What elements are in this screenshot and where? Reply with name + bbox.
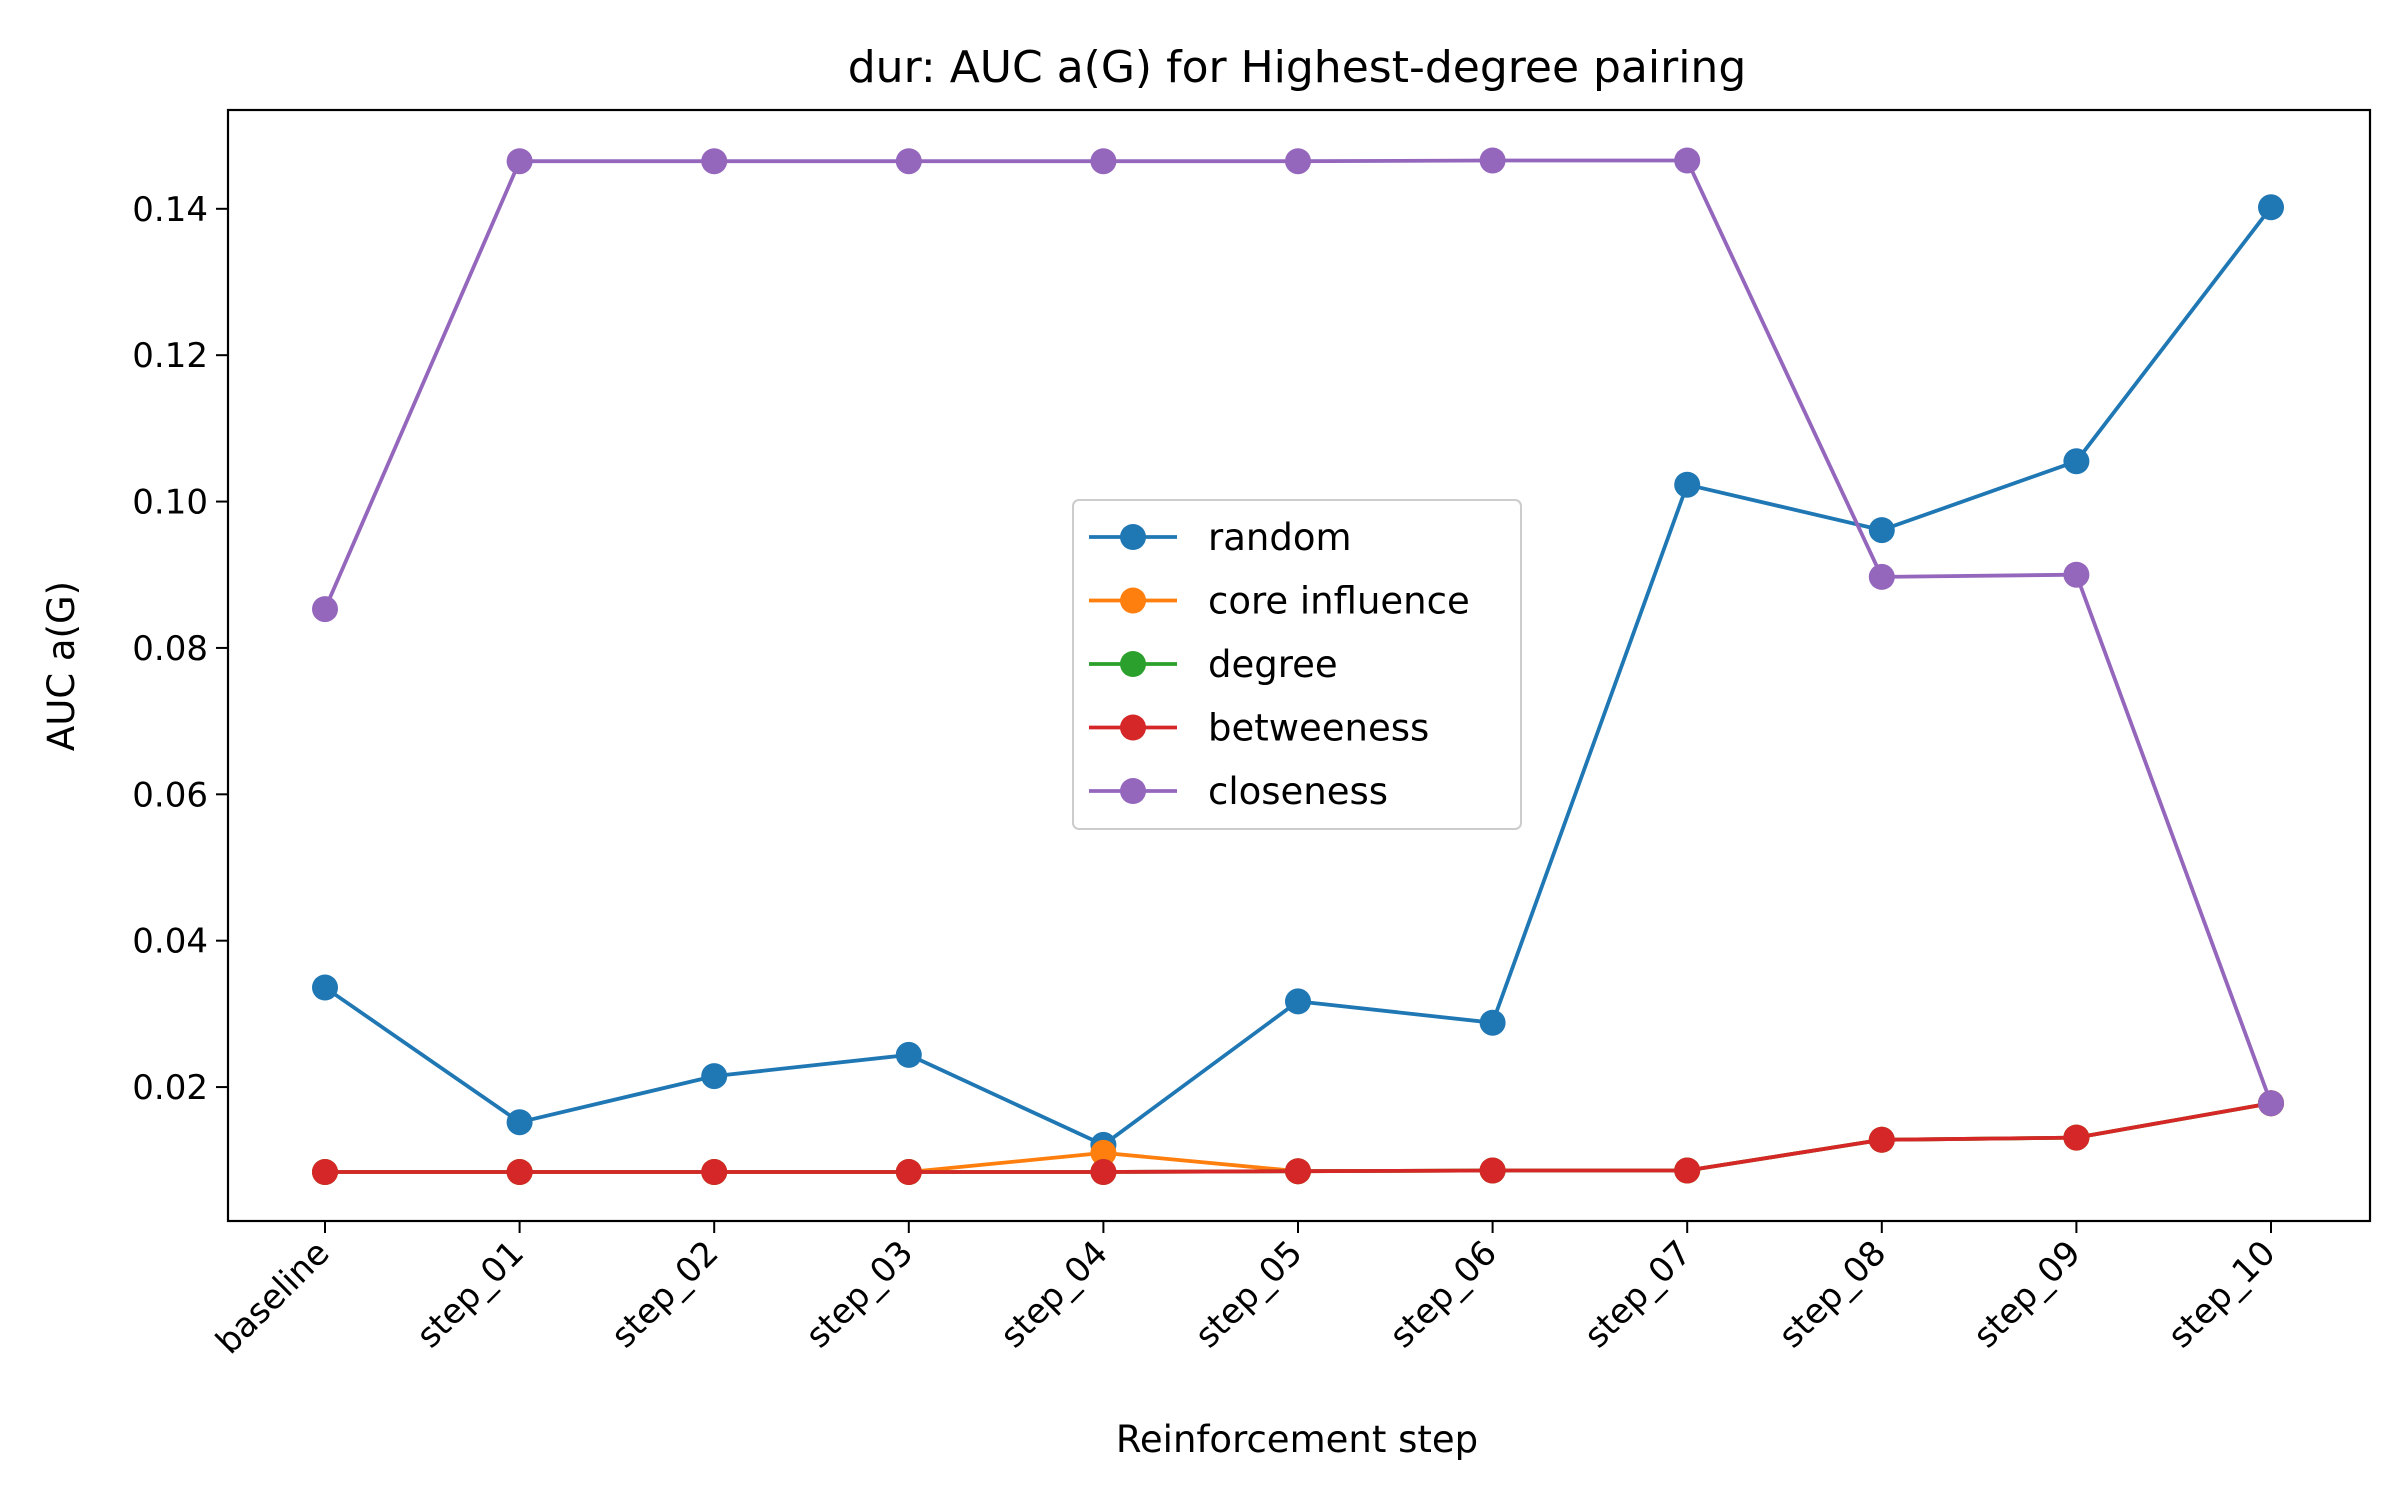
data-point [1285,1158,1311,1185]
y-axis-title: AUC a(G) [40,581,83,751]
data-point [1674,147,1701,174]
data-point [1868,517,1895,544]
data-point [895,1159,922,1185]
x-tick-label: step_06 [1382,1233,1505,1356]
legend-label: closeness [1208,770,1388,813]
data-point [506,1159,533,1185]
legend-entry: core influence [1089,580,1470,623]
legend-entry: random [1089,516,1352,559]
x-tick-label: step_07 [1577,1233,1700,1356]
y-tick-label: 0.04 [132,922,208,962]
legend-marker [1120,587,1146,614]
series-closeness [312,147,2284,1117]
data-point [2063,448,2090,475]
data-point [1090,1159,1117,1185]
data-point [2258,1090,2284,1117]
data-point [1479,1009,1506,1036]
chart-title: dur: AUC a(G) for Highest-degree pairing [848,42,1747,93]
legend-label: betweeness [1208,707,1429,750]
legend-label: core influence [1208,580,1470,623]
data-point [1090,1139,1117,1166]
data-point [1479,1157,1506,1184]
legend-marker [1120,524,1146,550]
x-tick-label: step_08 [1771,1233,1894,1356]
data-point [312,1159,338,1185]
x-axis-title: Reinforcement step [1116,1418,1478,1461]
y-axis: 0.02 0.04 0.06 0.08 0.10 0.12 0.14 [132,190,228,1108]
data-point [1868,563,1895,590]
data-point [701,1159,728,1185]
data-point [1285,988,1311,1015]
x-tick-label: step_10 [2160,1233,2283,1356]
y-tick-label: 0.08 [132,629,208,669]
data-point [895,148,922,175]
plot-area [312,147,2284,1185]
legend: random core influence degree betweeness clos… [1072,499,1522,830]
y-tick-label: 0.06 [132,775,208,815]
data-point [2258,194,2284,221]
x-tick-label: step_09 [1966,1233,2089,1356]
legend-marker [1120,651,1146,677]
data-point [2063,561,2090,588]
x-tick-label: step_02 [604,1233,727,1356]
legend-box [1072,499,1522,830]
data-point [312,596,338,623]
data-point [506,148,533,175]
y-tick-label: 0.10 [132,483,208,523]
x-tick-label: step_03 [798,1233,921,1356]
x-axis: baseline step_01 step_02 step_03 step_04 step… [208,1221,2283,1362]
series-betweeness [312,1090,2284,1185]
data-point [701,1063,728,1090]
data-point [1090,148,1117,175]
data-point [895,1041,922,1068]
x-tick-label: step_01 [409,1233,532,1356]
data-point [312,974,338,1001]
y-tick-label: 0.12 [132,336,208,376]
series-random [312,194,2284,1158]
legend-label: degree [1208,643,1338,686]
legend-marker [1120,778,1146,804]
legend-label: random [1208,516,1352,559]
data-point [1868,1126,1895,1153]
y-tick-label: 0.02 [132,1068,208,1108]
legend-entries: random core influence degree betweeness clos… [1089,516,1470,813]
data-point [701,148,728,175]
x-tick-label: step_04 [993,1233,1116,1356]
x-tick-label: baseline [208,1233,337,1362]
legend-entry: betweeness [1089,707,1429,750]
data-point [1674,1157,1701,1184]
data-point [1285,148,1311,175]
legend-marker [1120,714,1146,741]
x-tick-label: step_05 [1187,1233,1310,1356]
legend-entry: degree [1089,643,1338,686]
data-point [506,1109,533,1136]
legend-entry: closeness [1089,770,1388,813]
data-point [1479,147,1506,174]
y-tick-label: 0.14 [132,190,208,230]
data-point [2063,1124,2090,1151]
data-point [1674,471,1701,498]
